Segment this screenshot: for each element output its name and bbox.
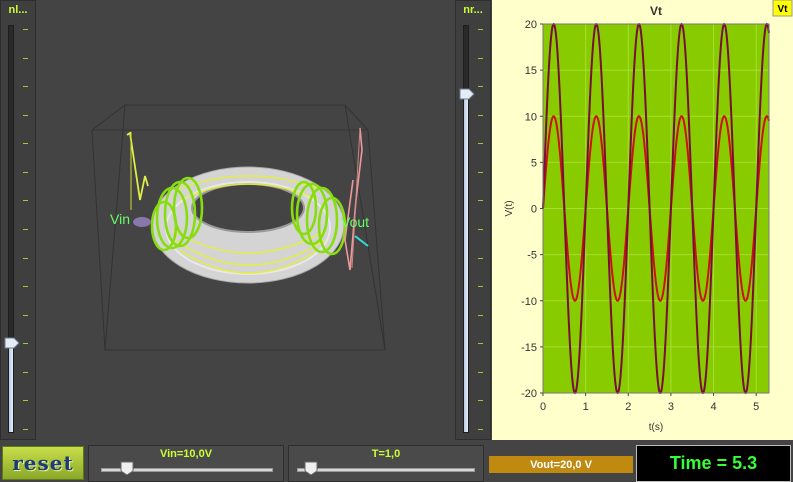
y-axis-label: V(t) <box>504 200 515 216</box>
x-tick-label: 1 <box>583 401 589 413</box>
right-slider-track[interactable] <box>463 25 469 433</box>
x-tick-label: 3 <box>668 401 674 413</box>
left-slider-track[interactable] <box>8 25 14 433</box>
t-slider-panel: T=1,0 <box>288 445 484 482</box>
slider-tick <box>23 200 28 202</box>
slider-tick <box>23 429 28 430</box>
slider-tick <box>478 400 483 402</box>
right-slider-label: nr... <box>463 4 483 16</box>
legend-badge <box>772 0 793 17</box>
y-tick-label: -5 <box>527 250 537 262</box>
left-slider-label: nl... <box>8 4 28 16</box>
slider-tick <box>23 400 28 402</box>
x-axis-label: t(s) <box>649 422 663 433</box>
slider-tick <box>23 286 28 288</box>
time-readout: Time = 5.3 <box>636 445 791 482</box>
t-slider-track[interactable] <box>297 468 475 472</box>
slider-tick <box>478 429 483 430</box>
slider-tick <box>478 143 483 145</box>
series-line-1 <box>542 115 770 302</box>
vin-slider-panel: Vin=10,0V <box>88 445 284 482</box>
vin-slider-track[interactable] <box>101 468 273 472</box>
vin-label: Vin <box>110 211 130 227</box>
slider-tick <box>23 86 28 88</box>
legend-badge-label: Vt <box>778 4 789 15</box>
y-tick-label: -10 <box>521 296 537 308</box>
y-tick-label: 0 <box>531 204 537 216</box>
right-slider-fill <box>464 95 468 432</box>
slider-tick <box>23 314 28 316</box>
output-signal-trace <box>344 127 363 271</box>
slider-tick <box>478 343 483 345</box>
slider-tick <box>23 57 28 59</box>
left-slider-thumb[interactable] <box>4 337 20 349</box>
slider-tick <box>23 143 28 145</box>
slider-tick <box>23 171 28 173</box>
y-tick-label: -15 <box>521 342 537 354</box>
slider-tick <box>23 257 28 259</box>
right-slider-panel: nr... <box>455 0 491 440</box>
chart-title: Vt <box>650 4 662 18</box>
slider-tick <box>478 286 483 288</box>
slider-tick <box>23 371 28 373</box>
y-tick-label: 10 <box>525 111 537 123</box>
slider-tick <box>478 29 483 30</box>
t-slider-label: T=1,0 <box>371 448 401 460</box>
left-slider-fill <box>9 342 13 432</box>
reset-button[interactable]: reset <box>2 446 84 480</box>
slider-tick <box>478 257 483 259</box>
y-tick-label: 20 <box>525 19 537 31</box>
slider-tick <box>478 86 483 88</box>
input-signal-trace <box>126 131 149 201</box>
vout-readout: Vout=20,0 V <box>489 456 633 473</box>
slider-tick <box>478 57 483 59</box>
left-slider-ticks <box>23 1 29 441</box>
slider-tick <box>23 114 28 116</box>
toroidal-core <box>150 166 347 284</box>
x-tick-label: 0 <box>540 401 546 413</box>
slider-tick <box>478 314 483 316</box>
slider-tick <box>478 114 483 116</box>
x-tick-label: 4 <box>711 401 717 413</box>
slider-tick <box>478 171 483 173</box>
y-tick-label: 5 <box>531 157 537 169</box>
transformer-3d-view[interactable]: Vin Vout <box>40 0 450 440</box>
right-slider-ticks <box>478 1 484 441</box>
t-slider-thumb[interactable] <box>304 461 318 476</box>
vin-connector <box>133 217 151 227</box>
slider-tick <box>23 343 28 345</box>
x-tick-label: 2 <box>625 401 631 413</box>
slider-tick <box>478 229 483 230</box>
slider-tick <box>23 229 28 230</box>
slider-tick <box>23 29 28 30</box>
vin-slider-label: Vin=10,0V <box>159 448 213 460</box>
y-tick-label: -20 <box>521 388 537 400</box>
bounding-box <box>91 104 386 351</box>
left-slider-panel: nl... <box>0 0 36 440</box>
slider-tick <box>478 371 483 373</box>
slider-tick <box>478 200 483 202</box>
x-tick-label: 5 <box>753 401 759 413</box>
y-tick-label: 15 <box>525 65 537 77</box>
vin-slider-thumb[interactable] <box>120 461 134 476</box>
series-line-2 <box>542 22 770 395</box>
vout-label: Vout <box>341 214 369 230</box>
right-slider-thumb[interactable] <box>459 88 475 100</box>
voltage-chart: -20 -15 -10 -5 0 5 10 15 20 0 1 2 3 4 5 Vt t(s) V(t) Vt <box>492 0 793 440</box>
